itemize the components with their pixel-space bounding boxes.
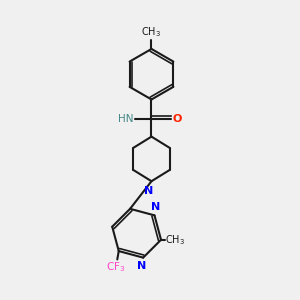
Text: N: N [137, 261, 146, 271]
Text: CH$_3$: CH$_3$ [142, 26, 161, 39]
Text: N: N [152, 202, 160, 212]
Text: CF$_3$: CF$_3$ [106, 260, 125, 274]
Text: O: O [172, 114, 182, 124]
Text: CH$_3$: CH$_3$ [166, 233, 185, 247]
Text: N: N [145, 186, 154, 196]
Text: HN: HN [118, 114, 134, 124]
